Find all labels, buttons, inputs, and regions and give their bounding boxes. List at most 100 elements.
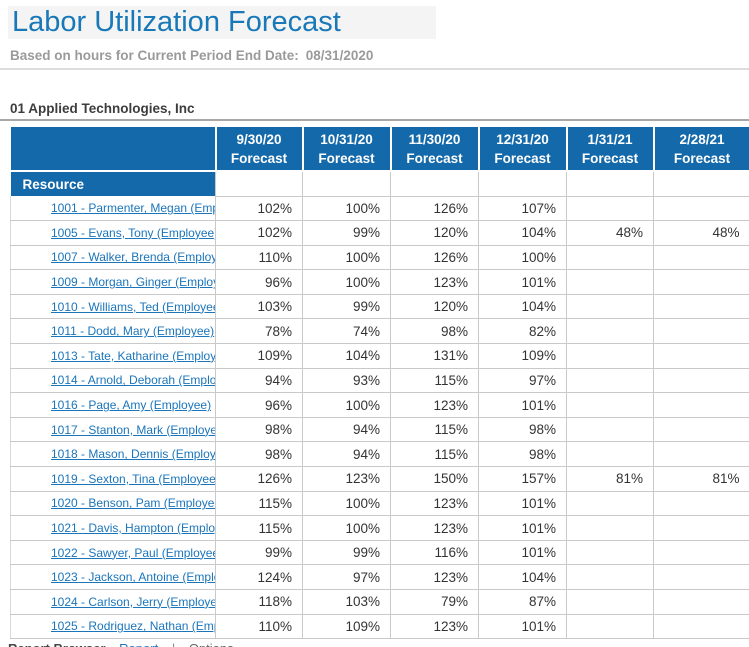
forecast-value-cell: 126%: [390, 196, 479, 222]
empty-header-cell: [302, 170, 391, 197]
table-row: 1016 - Page, Amy (Employee) 96% 100% 123% 10…: [10, 392, 749, 418]
title-strip: Labor Utilization Forecast: [8, 6, 436, 39]
resource-link[interactable]: 1014 - Arnold, Deborah (Employee): [51, 373, 216, 388]
column-period: 1/31/21: [587, 131, 633, 147]
resource-link[interactable]: 1011 - Dodd, Mary (Employee): [51, 324, 215, 339]
forecast-value-cell: [566, 515, 654, 541]
forecast-column-header: 11/30/20 Forecast: [389, 127, 479, 171]
forecast-value-cell: 99%: [215, 540, 303, 566]
column-label: Forecast: [673, 150, 731, 166]
empty-header-cell: [478, 170, 567, 197]
resource-name-cell: 1020 - Benson, Pam (Employee): [10, 491, 216, 517]
table-row: 1020 - Benson, Pam (Employee) 115% 100% 123…: [10, 491, 749, 517]
utilization-forecast-table: 9/30/20 Forecast 10/31/20 Forecast 11/30/20 F…: [10, 127, 749, 640]
forecast-value-cell: [653, 269, 749, 295]
footer-fragment-dark: Report Browser: [8, 641, 106, 647]
resource-link[interactable]: 1020 - Benson, Pam (Employee): [51, 496, 216, 511]
forecast-value-cell: [566, 491, 654, 517]
org-section-header: 01 Applied Technologies, Inc: [10, 101, 195, 116]
column-label: Forecast: [581, 150, 639, 166]
forecast-value-cell: 100%: [302, 491, 391, 517]
forecast-value-cell: 93%: [302, 368, 391, 394]
forecast-value-cell: 123%: [390, 392, 479, 418]
forecast-value-cell: [566, 245, 654, 271]
forecast-value-cell: [653, 294, 749, 320]
forecast-value-cell: 109%: [478, 343, 567, 369]
resource-link[interactable]: 1016 - Page, Amy (Employee): [51, 398, 212, 413]
resource-name-cell: 1013 - Tate, Katharine (Employee): [10, 343, 216, 369]
table-row: 1011 - Dodd, Mary (Employee) 78% 74% 98% 82%: [10, 318, 749, 345]
forecast-value-cell: 118%: [215, 589, 303, 615]
forecast-value-cell: 96%: [215, 269, 303, 295]
resource-link[interactable]: 1017 - Stanton, Mark (Employee): [51, 422, 216, 437]
forecast-value-cell: 157%: [478, 466, 567, 492]
forecast-value-cell: 120%: [390, 294, 479, 320]
resource-name-cell: 1009 - Morgan, Ginger (Employee): [10, 269, 216, 295]
resource-link[interactable]: 1025 - Rodriguez, Nathan (Employee): [51, 619, 216, 634]
forecast-value-cell: 104%: [478, 294, 567, 320]
table-row: 1007 - Walker, Brenda (Employee)110%100%…: [10, 245, 749, 271]
forecast-value-cell: [653, 318, 749, 345]
resource-name-cell: 1010 - Williams, Ted (Employee): [10, 294, 216, 320]
footer-fragment-separator: |: [172, 641, 175, 647]
forecast-value-cell: 109%: [215, 343, 303, 369]
resource-link[interactable]: 1021 - Davis, Hampton (Employee): [51, 521, 216, 536]
resource-name-cell: 1025 - Rodriguez, Nathan (Employee): [10, 614, 216, 640]
forecast-value-cell: 115%: [390, 417, 479, 443]
footer-fragment-blue: Report: [119, 641, 158, 647]
forecast-value-cell: 99%: [302, 294, 391, 320]
table-row: 1022 - Sawyer, Paul (Employee) 99% 99% 116%…: [10, 540, 749, 566]
forecast-value-cell: 101%: [478, 491, 567, 517]
column-label: Forecast: [318, 150, 375, 166]
forecast-value-cell: 123%: [302, 466, 391, 492]
resource-name-cell: 1021 - Davis, Hampton (Employee): [10, 515, 216, 541]
resource-link[interactable]: 1007 - Walker, Brenda (Employee): [51, 250, 216, 265]
forecast-value-cell: [566, 343, 654, 369]
table-row: 1014 - Arnold, Deborah (Employee)94%93%1…: [10, 368, 749, 394]
column-period: 10/31/20: [320, 131, 373, 147]
forecast-value-cell: 99%: [302, 220, 391, 246]
forecast-value-cell: 82%: [478, 318, 567, 345]
table-row: 1013 - Tate, Katharine (Employee) 109% 104…: [10, 343, 749, 369]
forecast-value-cell: 123%: [390, 491, 479, 517]
forecast-value-cell: [566, 564, 654, 590]
footer-fragment-gray: Options: [189, 641, 234, 647]
forecast-column-header: 2/28/21 Forecast: [652, 127, 749, 171]
empty-header-cell: [215, 170, 303, 197]
resource-link[interactable]: 1001 - Parmenter, Megan (Employee): [51, 201, 216, 216]
resource-link[interactable]: 1024 - Carlson, Jerry (Employee): [51, 594, 216, 609]
resource-link[interactable]: 1009 - Morgan, Ginger (Employee): [51, 275, 216, 290]
forecast-value-cell: [566, 417, 654, 443]
resource-link[interactable]: 1010 - Williams, Ted (Employee): [51, 299, 216, 314]
forecast-value-cell: 97%: [478, 368, 567, 394]
forecast-value-cell: [566, 441, 654, 468]
column-label: Forecast: [494, 150, 551, 166]
resource-link[interactable]: 1023 - Jackson, Antoine (Employee): [51, 570, 216, 585]
resource-name-cell: 1017 - Stanton, Mark (Employee): [10, 417, 216, 443]
forecast-value-cell: 101%: [478, 269, 567, 295]
resource-link[interactable]: 1013 - Tate, Katharine (Employee): [51, 348, 216, 363]
resource-link[interactable]: 1018 - Mason, Dennis (Employee): [51, 447, 216, 462]
forecast-value-cell: 104%: [478, 220, 567, 246]
resource-header-row: Resource: [10, 170, 749, 197]
resource-name-cell: 1022 - Sawyer, Paul (Employee): [10, 540, 216, 566]
resource-link[interactable]: 1005 - Evans, Tony (Employee): [51, 225, 216, 240]
forecast-value-cell: 101%: [478, 614, 567, 640]
forecast-value-cell: [566, 589, 654, 615]
table-row: 1024 - Carlson, Jerry (Employee) 118% 103%…: [10, 589, 749, 615]
resource-link[interactable]: 1019 - Sexton, Tina (Employee): [51, 471, 216, 486]
column-label: Forecast: [406, 150, 463, 166]
forecast-value-cell: [653, 392, 749, 418]
resource-link[interactable]: 1022 - Sawyer, Paul (Employee): [51, 545, 216, 560]
resource-name-cell: 1018 - Mason, Dennis (Employee): [10, 441, 216, 468]
forecast-value-cell: [653, 368, 749, 394]
forecast-value-cell: 94%: [302, 417, 391, 443]
forecast-value-cell: 115%: [215, 491, 303, 517]
forecast-value-cell: 115%: [215, 515, 303, 541]
forecast-value-cell: [653, 515, 749, 541]
forecast-value-cell: 123%: [390, 515, 479, 541]
empty-header-cell: [653, 170, 749, 197]
forecast-value-cell: 100%: [302, 196, 391, 222]
forecast-value-cell: 96%: [215, 392, 303, 418]
